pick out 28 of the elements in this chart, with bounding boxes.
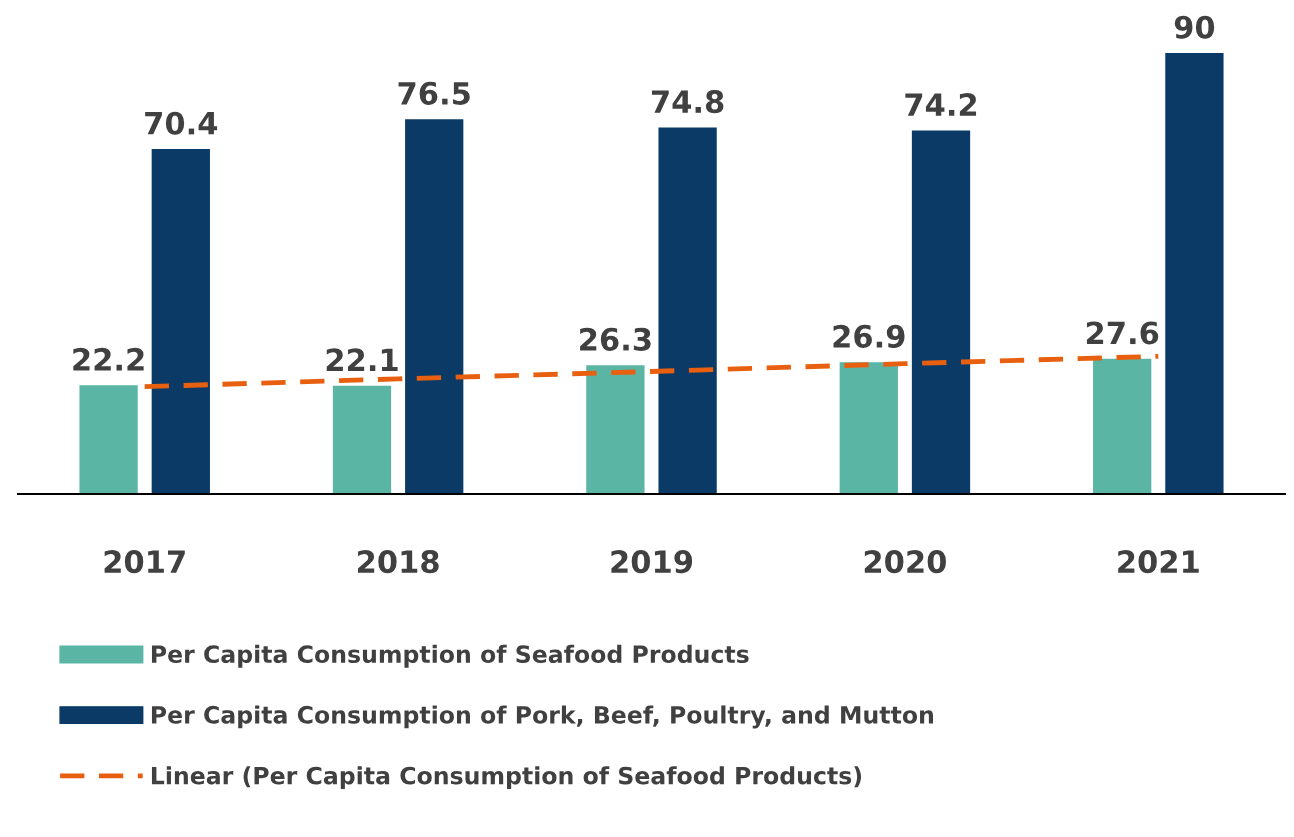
x-tick-label: 2021 xyxy=(1118,550,1199,574)
data-label: 70.4 xyxy=(145,111,218,135)
bar xyxy=(1093,358,1152,494)
x-tick-label: 2017 xyxy=(104,550,185,574)
bar xyxy=(1165,53,1224,494)
data-label: 74.8 xyxy=(651,90,724,114)
data-label: 22.2 xyxy=(73,347,144,371)
data-label: 22.1 xyxy=(326,348,398,372)
bar xyxy=(332,385,392,494)
data-label: 26.3 xyxy=(580,327,651,351)
bar xyxy=(911,130,971,494)
bar xyxy=(151,149,210,494)
data-label: 76.5 xyxy=(398,81,470,105)
bar xyxy=(586,365,645,494)
data-label: 26.9 xyxy=(833,324,905,348)
bar xyxy=(405,119,464,494)
x-tick-label: 2019 xyxy=(611,550,693,574)
legend-label: Per Capita Consumption of Pork, Beef, Poultry, and Mutton xyxy=(151,705,934,729)
x-tick-label: 2020 xyxy=(864,550,946,574)
data-label: 27.6 xyxy=(1086,321,1159,345)
legend-label: Linear (Per Capita Consumption of Seafood Products) xyxy=(151,766,862,790)
legend-label: Per Capita Consumption of Seafood Products xyxy=(151,644,749,668)
data-label: 74.2 xyxy=(905,93,977,116)
bar xyxy=(79,385,138,494)
bar xyxy=(839,362,898,494)
bar xyxy=(658,127,717,494)
data-label: 90 xyxy=(1174,15,1215,39)
x-tick-label: 2018 xyxy=(358,550,439,574)
